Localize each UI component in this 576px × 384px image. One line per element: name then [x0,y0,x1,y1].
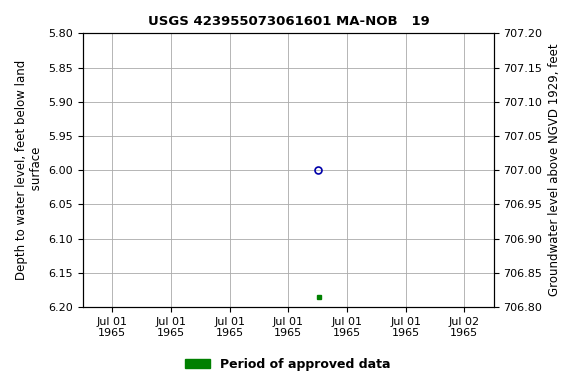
Title: USGS 423955073061601 MA-NOB   19: USGS 423955073061601 MA-NOB 19 [147,15,429,28]
Y-axis label: Depth to water level, feet below land
 surface: Depth to water level, feet below land su… [15,60,43,280]
Y-axis label: Groundwater level above NGVD 1929, feet: Groundwater level above NGVD 1929, feet [548,44,561,296]
Legend: Period of approved data: Period of approved data [180,353,396,376]
